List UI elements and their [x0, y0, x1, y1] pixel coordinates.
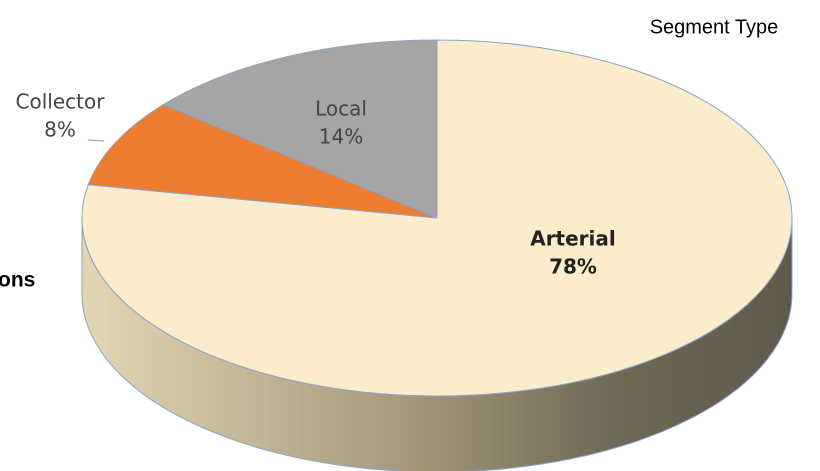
slice-value-label: 78%	[549, 255, 597, 279]
slice-label: Collector	[16, 90, 106, 114]
slice-value-label: 8%	[44, 118, 76, 142]
slice	[162, 39, 438, 219]
chart-title: Segment Type	[650, 16, 779, 38]
slice	[87, 103, 438, 219]
slice-value-label: 14%	[319, 125, 363, 149]
cropped-annotation: ons	[0, 269, 35, 292]
slice-label: Local	[315, 97, 367, 121]
leader-line	[87, 139, 105, 142]
slice	[81, 39, 793, 397]
slice-label: Arterial	[530, 227, 616, 251]
